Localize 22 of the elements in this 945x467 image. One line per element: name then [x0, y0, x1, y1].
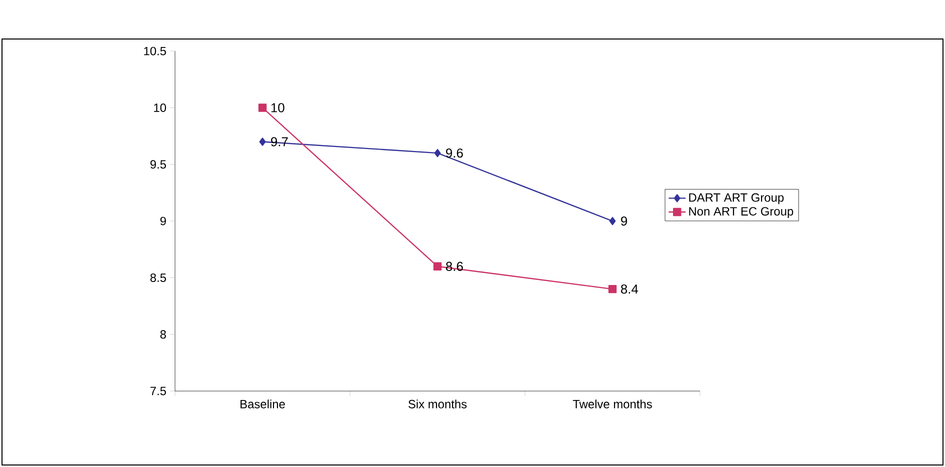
point [433, 262, 442, 270]
legend-label: DART ART Group [689, 193, 784, 204]
y-tick-label: 8 [160, 330, 166, 339]
data-label: 9.6 [446, 148, 463, 158]
point [608, 284, 617, 294]
point [259, 138, 266, 146]
point [434, 148, 441, 158]
legend-label: Non ART EC Group [689, 207, 794, 218]
data-label: 8.4 [620, 284, 638, 294]
y-tick-label: 8.5 [150, 273, 166, 282]
point [258, 104, 267, 112]
y-tick-label: 10 [154, 103, 166, 112]
x-tick-label: Baseline [240, 400, 285, 408]
y-tick-label: 9 [160, 216, 166, 226]
y-tick-label: 9.5 [150, 160, 166, 169]
y-tick-label: 10.5 [144, 46, 166, 56]
point [609, 216, 616, 226]
x-tick-label: Six months [408, 400, 467, 408]
data-label: 10 [271, 103, 284, 112]
y-tick-label: 7.5 [150, 386, 166, 396]
x-tick-label: Twelve months [572, 400, 652, 408]
data-label: 9 [621, 216, 628, 226]
